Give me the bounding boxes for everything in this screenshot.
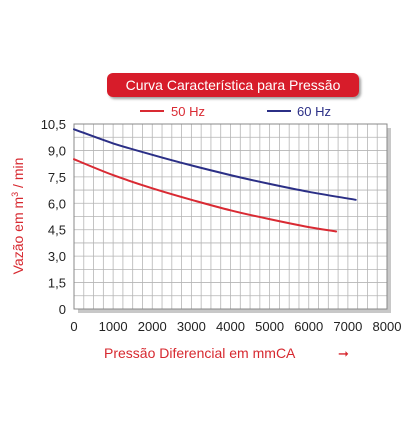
- x-tick-label: 2000: [138, 319, 167, 334]
- y-tick-label: 6,0: [48, 196, 66, 211]
- legend-item-50hz: 50 Hz: [140, 104, 205, 119]
- chart-title-background: [107, 73, 359, 97]
- chart-legend: 50 Hz 60 Hz: [140, 104, 331, 119]
- plot-series: [73, 128, 357, 233]
- x-tick-label: 7000: [333, 319, 362, 334]
- x-tick-label: 3000: [177, 319, 206, 334]
- x-tick-label: 4000: [216, 319, 245, 334]
- plot-area-shadow: [74, 124, 391, 313]
- x-axis-arrow-icon: ➞: [338, 346, 349, 361]
- chart-title-banner: Curva Característica para Pressão: [107, 73, 359, 97]
- series-line-60hz: [73, 128, 357, 201]
- legend-label-60hz: 60 Hz: [297, 104, 331, 119]
- x-tick-label: 6000: [294, 319, 323, 334]
- y-tick-label: 0: [59, 302, 66, 317]
- x-axis-label: Pressão Diferencial em mmCA: [104, 345, 296, 361]
- x-tick-label: 0: [70, 319, 77, 334]
- y-tick-label: 10,5: [41, 117, 66, 132]
- y-axis-ticks: 0 1,5 3,0 4,5 6,0 7,5 9,0 10,5: [41, 117, 66, 317]
- plot-grid: [73, 123, 388, 310]
- plot-border: [73, 123, 388, 310]
- legend-item-60hz: 60 Hz: [267, 104, 331, 119]
- x-axis-label-group: Pressão Diferencial em mmCA ➞: [104, 345, 349, 361]
- x-tick-label: 5000: [255, 319, 284, 334]
- series-line-50hz: [73, 158, 338, 233]
- y-axis-label: Vazão em m3 / min: [10, 158, 26, 275]
- legend-label-50hz: 50 Hz: [171, 104, 205, 119]
- chart-title: Curva Característica para Pressão: [126, 77, 341, 93]
- x-tick-label: 1000: [99, 319, 128, 334]
- y-tick-label: 7,5: [48, 170, 66, 185]
- x-tick-label: 8000: [373, 319, 402, 334]
- y-tick-label: 1,5: [48, 276, 66, 291]
- y-tick-label: 9,0: [48, 143, 66, 158]
- y-tick-label: 3,0: [48, 249, 66, 264]
- y-tick-label: 4,5: [48, 223, 66, 238]
- x-axis-ticks: 0 1000 2000 3000 4000 5000 6000 7000 8000: [70, 319, 401, 334]
